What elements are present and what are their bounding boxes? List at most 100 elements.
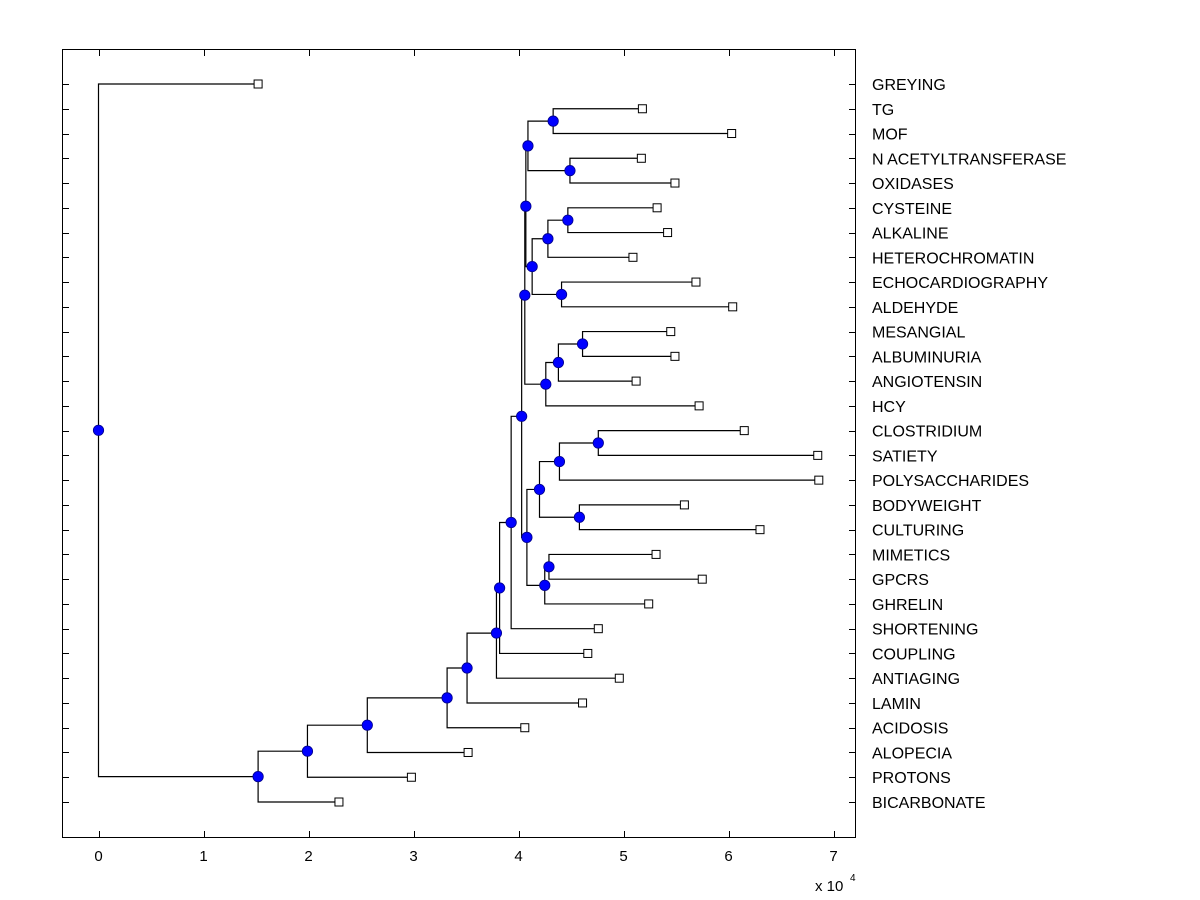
leaf-label: ALDEHYDE [872,300,958,317]
leaf-marker [755,525,765,535]
leaf-marker [694,401,704,411]
leaf-marker [663,228,673,238]
leaf-marker [813,450,823,460]
tree-edge [567,207,658,221]
tree-edge [558,461,819,481]
tree-edge [525,206,533,268]
leaf-label: SATIETY [872,448,938,465]
tree-edge [306,724,368,752]
leaf-marker [652,203,662,213]
tree-edge [499,521,512,588]
x-multiplier-exponent: 4 [850,873,856,884]
tree-edge [569,157,642,171]
tree-edge [446,667,468,698]
x-tick-labels: 0 1 2 3 4 5 6 7 [94,848,837,865]
tree-edge [466,668,583,704]
leaf-marker [670,351,680,361]
tree-edge [560,294,733,308]
tree-edge [527,120,554,146]
leaf-label: OXIDASES [872,176,954,193]
tree-edge [257,750,308,777]
tree-edge [552,121,732,135]
tree-edge [569,170,675,184]
plot-frame [62,49,856,838]
tree-edge [560,281,696,295]
node-marker [553,455,566,468]
tree-edge [531,266,562,296]
node-marker [252,771,264,783]
node-marker [555,288,568,301]
tree-edge [257,776,339,803]
tree-edge [538,460,560,490]
node-marker [562,214,574,226]
leaf-label: MOF [872,127,908,144]
leaf-label: ECHOCARDIOGRAPHY [872,275,1048,292]
node-marker [576,338,589,350]
tree-edge [366,725,469,754]
tree-edge [538,489,580,518]
tree-edge [527,145,570,172]
y-axis-ticks [62,84,856,803]
tree-leaves [253,79,824,807]
leaf-label: ALOPECIA [872,745,952,762]
leaf-label: HCY [872,399,906,416]
node-marker [564,165,576,177]
node-marker [533,483,546,496]
node-marker [461,662,473,674]
node-marker [543,561,555,573]
leaf-marker [593,624,603,634]
leaf-marker [614,673,624,683]
leaf-label: SHORTENING [872,622,978,639]
tree-edge [524,295,546,385]
x-tick-label: 6 [724,848,732,865]
leaf-marker [679,500,689,510]
x-tick-label: 2 [304,848,312,865]
tree-edge [545,384,700,407]
leaf-marker [406,772,416,782]
leaf-label: ACIDOSIS [872,721,948,738]
leaf-label: GPCRS [872,572,929,589]
leaf-label: MESANGIAL [872,325,965,342]
leaf-marker [727,129,737,139]
tree-edge [567,220,668,234]
leaf-marker [628,252,638,262]
tree-edge [552,108,643,122]
leaf-label: CYSTEINE [872,201,952,218]
leaf-marker [666,327,676,337]
leaf-label: GHRELIN [872,597,943,614]
leaf-label: MIMETICS [872,547,950,564]
tree-edge [578,517,760,531]
leaf-label: POLYSACCHARIDES [872,473,1029,490]
leaf-label: TG [872,102,894,119]
tree-edge [306,751,412,778]
leaf-marker [644,599,654,609]
tree-edge [547,238,633,258]
x-tick-label: 1 [199,848,207,865]
leaf-label: ALKALINE [872,226,948,243]
tree-edge [526,537,545,586]
leaf-marker [631,376,641,386]
leaf-label: COUPLING [872,646,956,663]
node-marker [540,378,552,390]
node-marker [505,516,517,529]
node-marker [552,356,565,369]
leaf-label: ANGIOTENSIN [872,374,982,391]
node-marker [441,692,453,704]
tree-edge [581,330,671,344]
leaf-label: LAMIN [872,696,921,713]
leaf-label: CLOSTRIDIUM [872,424,982,441]
tree-edge [548,566,703,580]
node-marker [526,260,538,273]
tree-edge [510,522,599,630]
leaf-label: BODYWEIGHT [872,498,982,515]
leaf-label: CULTURING [872,523,964,540]
tree-edge [466,632,497,669]
x-tick-label: 3 [409,848,417,865]
node-marker [92,424,105,436]
tree-edge [597,443,818,456]
tree-edge [495,633,620,679]
node-marker [361,719,373,731]
leaf-marker [670,178,680,188]
leaf-label: BICARBONATE [872,795,986,812]
